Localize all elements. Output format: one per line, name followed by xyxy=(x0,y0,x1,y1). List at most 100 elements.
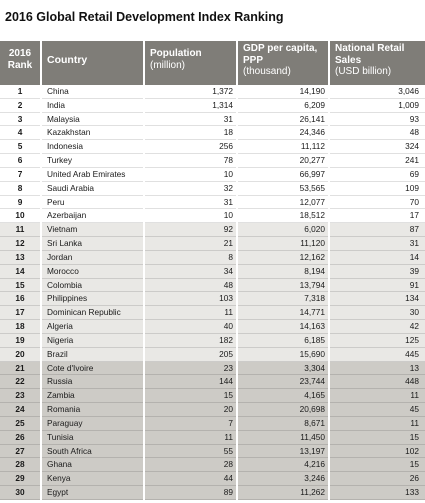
sales-cell: 91 xyxy=(409,279,419,290)
table-row: 11 Vietnam 92 6,020 87 xyxy=(0,223,425,238)
population-cell: 28 xyxy=(223,459,233,470)
country-cell: Romania xyxy=(47,404,81,415)
country-cell: Paraguay xyxy=(47,417,83,428)
population-cell: 11 xyxy=(224,431,233,442)
population-cell: 18 xyxy=(223,127,233,138)
population-cell: 15 xyxy=(223,390,233,401)
country-cell: South Africa xyxy=(47,445,92,456)
gdp-cell: 11,262 xyxy=(300,487,325,498)
table-row: 30 Egypt 89 11,262 133 xyxy=(0,486,425,500)
header-rank-line1: 2016 xyxy=(8,48,32,59)
sales-cell: 241 xyxy=(405,155,419,166)
rank-cell: 4 xyxy=(17,127,23,138)
column-divider xyxy=(236,85,238,503)
country-cell: Kenya xyxy=(47,473,71,484)
sales-cell: 125 xyxy=(405,334,419,345)
table-row: 29 Kenya 44 3,246 26 xyxy=(0,472,425,487)
gdp-cell: 26,141 xyxy=(299,113,325,124)
sales-cell: 42 xyxy=(409,321,419,332)
table-row: 18 Algeria 40 14,163 42 xyxy=(0,320,425,334)
sales-cell: 324 xyxy=(405,141,419,152)
table-row: 4 Kazakhstan 18 24,346 48 xyxy=(0,126,425,141)
sales-cell: 3,046 xyxy=(398,86,419,96)
population-cell: 103 xyxy=(219,293,233,304)
rank-cell: 27 xyxy=(15,445,25,456)
table-row: 1 China 1,372 14,190 3,046 xyxy=(0,85,425,99)
rank-cell: 30 xyxy=(15,487,25,498)
sales-cell: 87 xyxy=(409,224,419,235)
population-cell: 31 xyxy=(223,113,233,124)
table-row: 20 Brazil 205 15,690 445 xyxy=(0,347,425,362)
gdp-cell: 20,698 xyxy=(299,404,325,415)
gdp-cell: 53,565 xyxy=(299,182,325,193)
gdp-cell: 18,512 xyxy=(299,210,325,221)
header-gdp: GDP per capita, PPP (thousand) xyxy=(238,41,328,85)
table-row: 15 Colombia 48 13,794 91 xyxy=(0,278,425,293)
sales-cell: 31 xyxy=(409,238,419,249)
rank-cell: 16 xyxy=(15,293,25,304)
country-cell: Algeria xyxy=(47,321,73,332)
rank-cell: 20 xyxy=(15,348,25,359)
country-cell: Brazil xyxy=(47,348,68,359)
table-row: 12 Sri Lanka 21 11,120 31 xyxy=(0,237,425,251)
gdp-cell: 4,165 xyxy=(304,390,325,401)
sales-cell: 11 xyxy=(410,417,419,428)
population-cell: 32 xyxy=(223,182,233,193)
population-cell: 144 xyxy=(219,376,233,387)
header-rank: 2016 Rank xyxy=(0,41,40,85)
population-cell: 10 xyxy=(223,168,233,179)
rank-cell: 10 xyxy=(15,210,25,221)
gdp-cell: 24,346 xyxy=(299,127,325,138)
table-row: 5 Indonesia 256 11,112 324 xyxy=(0,140,425,155)
country-cell: Tunisia xyxy=(47,431,74,442)
table-row: 19 Nigeria 182 6,185 125 xyxy=(0,333,425,348)
table-row: 6 Turkey 78 20,277 241 xyxy=(0,154,425,168)
rank-cell: 13 xyxy=(15,251,25,262)
header-population: Population (million) xyxy=(145,41,236,85)
rank-cell: 8 xyxy=(17,182,23,193)
population-cell: 21 xyxy=(223,238,233,249)
population-cell: 20 xyxy=(223,404,233,415)
table-row: 24 Romania 20 20,698 45 xyxy=(0,403,425,417)
table-row: 3 Malaysia 31 26,141 93 xyxy=(0,112,425,127)
gdp-cell: 8,194 xyxy=(304,265,325,276)
country-cell: Saudi Arabia xyxy=(47,182,95,193)
table-row: 27 South Africa 55 13,197 102 xyxy=(0,444,425,459)
country-cell: China xyxy=(47,86,69,96)
country-cell: Vietnam xyxy=(47,224,78,235)
header-sales-line2: Sales xyxy=(335,54,362,66)
gdp-cell: 11,112 xyxy=(300,141,325,152)
header-gdp-line1: GDP per capita, xyxy=(243,43,318,54)
header-gdp-line2: PPP xyxy=(243,54,264,66)
sales-cell: 445 xyxy=(405,348,419,359)
rank-cell: 6 xyxy=(17,155,23,166)
header-population-line2: (million) xyxy=(150,59,185,71)
population-cell: 182 xyxy=(219,334,233,345)
table-header: 2016 Rank Country Population (million) G… xyxy=(0,41,425,85)
country-cell: Jordan xyxy=(47,251,73,262)
country-cell: Turkey xyxy=(47,155,73,166)
gdp-cell: 11,450 xyxy=(300,431,325,442)
country-cell: Philippines xyxy=(47,293,88,304)
column-divider xyxy=(143,85,145,503)
gdp-cell: 13,794 xyxy=(299,279,325,290)
header-country: Country xyxy=(47,54,88,66)
table-row: 14 Morocco 34 8,194 39 xyxy=(0,264,425,279)
sales-cell: 102 xyxy=(405,445,419,456)
gdp-cell: 20,277 xyxy=(299,155,325,166)
table-row: 9 Peru 31 12,077 70 xyxy=(0,195,425,210)
sales-cell: 134 xyxy=(405,293,419,304)
population-cell: 44 xyxy=(223,473,233,484)
country-cell: Egypt xyxy=(47,487,69,498)
header-divider xyxy=(40,41,42,85)
gdp-cell: 14,190 xyxy=(299,86,325,96)
population-cell: 1,314 xyxy=(212,99,233,110)
gdp-cell: 12,077 xyxy=(299,196,325,207)
population-cell: 23 xyxy=(223,362,233,373)
gdp-cell: 8,671 xyxy=(304,417,325,428)
table-row: 21 Cote d'Ivoire 23 3,304 13 xyxy=(0,361,425,376)
table-row: 13 Jordan 8 12,162 14 xyxy=(0,250,425,265)
rank-cell: 26 xyxy=(15,431,25,442)
gdp-cell: 11,120 xyxy=(300,238,325,249)
sales-cell: 133 xyxy=(405,487,419,498)
